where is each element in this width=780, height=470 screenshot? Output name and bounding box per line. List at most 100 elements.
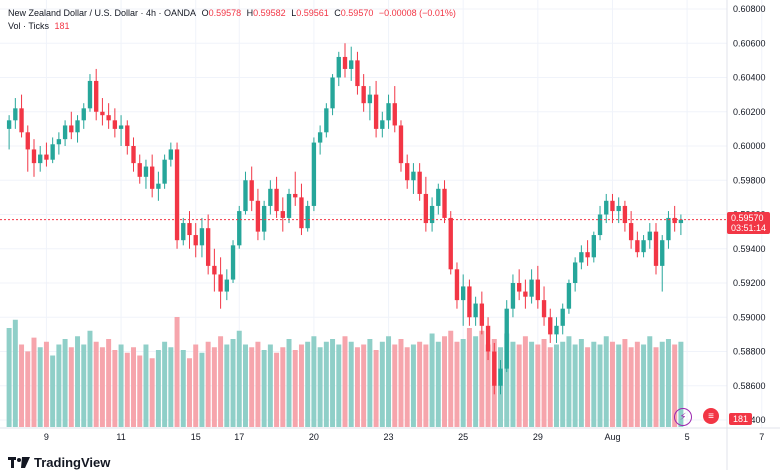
candle-body	[678, 219, 684, 224]
volume-bar	[541, 339, 547, 427]
volume-label: Vol · Ticks	[8, 21, 50, 31]
time-tick-label: 15	[191, 432, 201, 442]
volume-bar	[6, 328, 12, 427]
candle-body	[131, 146, 136, 164]
candle-body	[560, 308, 565, 326]
candle-body	[380, 120, 385, 129]
candle-body	[641, 240, 646, 253]
tradingview-branding[interactable]: TradingView	[8, 455, 110, 470]
volume-bar	[205, 341, 211, 427]
volume-bar	[242, 344, 248, 427]
candle-body	[417, 171, 422, 194]
volume-bar	[522, 336, 528, 427]
volume-bar	[634, 341, 640, 427]
close-value: 0.59570	[340, 8, 374, 18]
candle-body	[405, 163, 410, 181]
volume-bar	[330, 339, 336, 427]
volume-bar	[597, 344, 603, 427]
volume-bar	[211, 347, 217, 427]
volume-bar	[510, 341, 516, 427]
candle-body	[373, 94, 379, 129]
candle-body	[38, 154, 43, 164]
volume-bar	[504, 333, 510, 427]
volume-bar	[659, 341, 665, 427]
volume-bar	[616, 344, 622, 427]
volume-bar	[236, 330, 242, 427]
symbol-legend: New Zealand Dollar / U.S. Dollar · 4h · …	[8, 8, 459, 18]
candle-body	[255, 200, 261, 232]
volume-bar	[348, 341, 354, 427]
candle-body	[286, 193, 292, 218]
candle-body	[349, 60, 354, 69]
candle-body	[672, 217, 677, 224]
volume-bar	[386, 336, 392, 427]
volume-bar	[292, 350, 298, 427]
volume-bar	[529, 341, 535, 427]
time-axis[interactable]: 911151720232529Aug571013	[44, 432, 780, 442]
candle-body	[31, 149, 37, 164]
price-tick-label: 0.58800	[733, 347, 766, 357]
candle-body	[411, 171, 416, 181]
candle-body	[56, 139, 62, 145]
volume-bar	[553, 344, 559, 427]
candle-body	[261, 205, 267, 232]
volume-bar	[410, 344, 416, 427]
volume-bar	[298, 344, 304, 427]
volume-bar	[622, 339, 628, 427]
candle-body	[143, 166, 149, 177]
last-price-value: 0.59570	[731, 213, 764, 223]
candle-body	[436, 188, 441, 206]
volume-bar	[417, 341, 423, 427]
volume-bar	[466, 328, 472, 427]
candle-body	[293, 193, 298, 198]
flag-icon[interactable]: ≡	[703, 408, 719, 424]
volume-bar	[199, 352, 205, 427]
candle-body	[162, 159, 167, 184]
candle-body	[181, 223, 186, 241]
candle-body	[647, 231, 652, 241]
volume-bar	[404, 347, 410, 427]
candle-body	[628, 223, 634, 241]
candle-body	[69, 125, 74, 133]
volume-bar	[678, 341, 684, 427]
volume-bar	[305, 341, 311, 427]
candle-body	[566, 283, 572, 309]
volume-bar	[62, 339, 68, 427]
candle-body	[523, 291, 528, 297]
volume-bar	[168, 347, 174, 427]
volume-bar	[336, 344, 342, 427]
volume-bar	[106, 339, 112, 427]
volume-bar	[224, 344, 230, 427]
candle-body	[653, 231, 659, 266]
volume-bar	[149, 358, 155, 427]
open-label: O	[201, 8, 209, 18]
candle-body	[168, 149, 174, 160]
candle-body	[367, 94, 373, 104]
volume-bar	[137, 355, 143, 427]
candle-body	[386, 103, 391, 121]
candle-body	[299, 197, 304, 229]
volume-bar	[429, 333, 435, 427]
candle-body	[336, 56, 341, 78]
volume-bar	[442, 336, 448, 427]
high-label: H	[246, 8, 254, 18]
close-label: C	[334, 8, 341, 18]
lightning-icon[interactable]: ⚡	[674, 408, 692, 426]
candle-body	[554, 325, 559, 335]
time-tick-label: 7	[759, 432, 764, 442]
candle-body	[479, 303, 485, 326]
candle-body	[604, 200, 609, 215]
volume-bar	[56, 344, 62, 427]
volume-bars	[6, 317, 684, 427]
volume-bar	[118, 344, 124, 427]
candle-body	[572, 262, 578, 283]
candle-body	[218, 274, 223, 292]
candle-body	[174, 149, 180, 241]
time-tick-label: 20	[309, 432, 319, 442]
candle-body	[635, 240, 640, 253]
candle-body	[280, 211, 285, 218]
candle-body	[666, 217, 671, 241]
candle-body	[149, 166, 155, 189]
candle-body	[473, 303, 478, 318]
